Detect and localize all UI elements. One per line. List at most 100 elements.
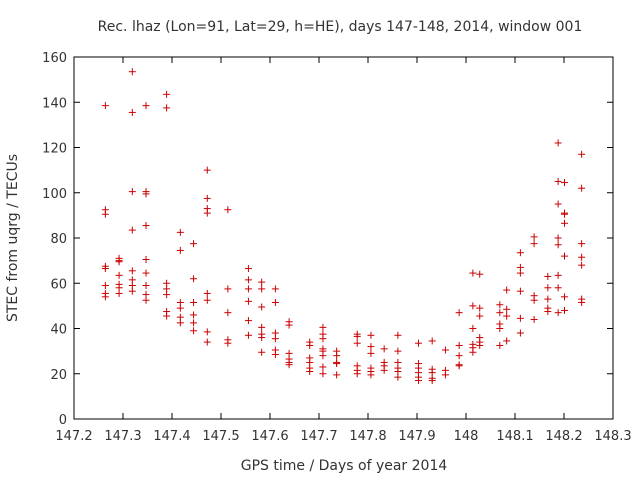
data-point: [516, 314, 524, 322]
data-point: [142, 296, 150, 304]
data-point: [394, 331, 402, 339]
data-point: [554, 284, 562, 292]
data-point: [203, 328, 211, 336]
data-point: [367, 343, 375, 351]
data-point: [554, 200, 562, 208]
x-tick-label: 148.3: [594, 429, 631, 444]
data-point: [176, 246, 184, 254]
x-tick-label: 147.2: [55, 429, 92, 444]
data-point: [428, 337, 436, 345]
data-point: [333, 371, 341, 379]
data-point: [101, 102, 109, 110]
x-tick-label: 147.8: [349, 429, 386, 444]
data-point: [271, 298, 279, 306]
data-point: [128, 267, 136, 275]
data-point: [560, 219, 568, 227]
data-point: [306, 341, 314, 349]
data-point: [142, 255, 150, 263]
data-point: [190, 275, 198, 283]
data-point: [101, 210, 109, 218]
data-point: [469, 269, 477, 277]
data-point: [496, 301, 504, 309]
data-point: [142, 222, 150, 230]
x-axis: 147.2 147.3 147.4 147.5 147.6 147.7 147.8 147.9…: [55, 57, 632, 444]
data-point: [428, 377, 436, 385]
x-axis-label: GPS time / Days of year 2014: [241, 458, 448, 474]
data-point: [176, 228, 184, 236]
data-point: [271, 335, 279, 343]
data-point: [455, 352, 463, 360]
data-point: [319, 352, 327, 360]
data-point: [285, 361, 293, 369]
data-point: [367, 331, 375, 339]
data-point: [476, 270, 484, 278]
data-point: [455, 341, 463, 349]
data-point: [271, 285, 279, 293]
data-point: [190, 319, 198, 327]
data-point: [469, 348, 477, 356]
data-point: [554, 139, 562, 147]
data-point: [258, 348, 266, 356]
data-point: [394, 373, 402, 381]
data-point: [333, 360, 341, 368]
data-point: [469, 302, 477, 310]
data-point: [530, 296, 538, 304]
chart-title: Rec. lhaz (Lon=91, Lat=29, h=HE), days 1…: [98, 19, 583, 35]
data-point: [163, 312, 171, 320]
data-point: [455, 309, 463, 317]
x-tick-label: 147.5: [202, 429, 239, 444]
data-point: [244, 317, 252, 325]
data-point: [258, 285, 266, 293]
data-point: [128, 68, 136, 76]
data-point: [469, 325, 477, 332]
data-point: [380, 366, 388, 374]
data-point: [333, 352, 341, 360]
data-point: [578, 298, 586, 306]
y-tick-label: 80: [50, 232, 67, 247]
data-point: [394, 347, 402, 355]
y-tick-label: 20: [50, 368, 67, 383]
data-point: [258, 334, 266, 342]
y-tick-label: 140: [42, 96, 67, 111]
data-point: [190, 327, 198, 335]
data-point: [176, 319, 184, 327]
data-point: [530, 240, 538, 248]
data-point: [560, 306, 568, 314]
data-point: [496, 325, 504, 332]
data-point: [224, 309, 232, 317]
data-point: [503, 312, 511, 320]
y-tick-label: 160: [42, 51, 67, 66]
data-point: [353, 332, 361, 340]
plot-frame: [73, 56, 614, 420]
data-point: [258, 303, 266, 311]
data-point: [306, 367, 314, 375]
data-point: [190, 311, 198, 319]
data-point: [203, 338, 211, 346]
data-point: [244, 276, 252, 284]
data-point: [163, 291, 171, 299]
data-point: [203, 209, 211, 217]
data-point: [367, 349, 375, 357]
data-point: [578, 150, 586, 158]
data-point: [319, 370, 327, 378]
data-point: [258, 278, 266, 286]
y-tick-label: 100: [42, 187, 67, 202]
data-point: [367, 371, 375, 379]
data-point: [163, 104, 171, 112]
data-point: [544, 272, 552, 280]
data-point: [353, 370, 361, 378]
data-point: [128, 226, 136, 234]
data-point: [455, 362, 463, 370]
data-point: [319, 323, 327, 331]
x-tick-label: 147.4: [153, 429, 190, 444]
data-point: [476, 312, 484, 320]
data-point: [554, 309, 562, 317]
data-point: [554, 271, 562, 279]
data-point: [203, 166, 211, 174]
y-axis-label: STEC from uqrg / TECUs: [5, 154, 21, 322]
data-point: [176, 304, 184, 312]
data-point: [142, 269, 150, 277]
data-point: [353, 339, 361, 347]
data-point: [516, 269, 524, 277]
